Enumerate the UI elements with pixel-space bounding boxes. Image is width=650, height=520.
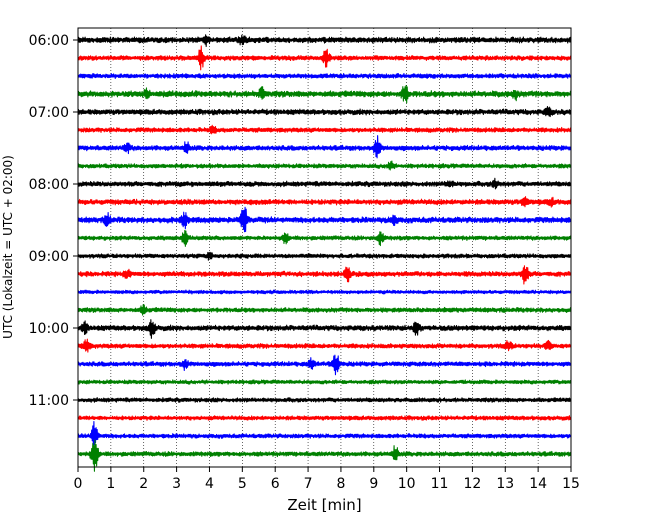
trace-07:30 — [77, 135, 572, 159]
y-tick-label: 08:00 — [29, 177, 69, 193]
x-tick-label: 7 — [304, 476, 313, 492]
x-tick-label: 2 — [139, 476, 148, 492]
trace-08:45 — [77, 229, 572, 247]
trace-11:30 — [77, 420, 572, 449]
x-tick-label: 13 — [496, 476, 514, 492]
trace-09:30 — [77, 289, 572, 295]
trace-06:15 — [77, 45, 572, 71]
trace-08:00 — [77, 177, 572, 190]
trace-06:45 — [77, 85, 572, 104]
x-tick-label: 10 — [398, 476, 416, 492]
trace-08:15 — [77, 196, 572, 208]
x-tick-label: 1 — [106, 476, 115, 492]
x-tick-label: 12 — [463, 476, 481, 492]
x-tick-label: 0 — [74, 476, 83, 492]
trace-09:15 — [77, 265, 572, 285]
trace-06:00 — [77, 34, 572, 47]
y-tick-label: 06:00 — [29, 33, 69, 49]
trace-10:00 — [77, 319, 572, 339]
x-tick-label: 14 — [529, 476, 547, 492]
x-tick-label: 5 — [238, 476, 247, 492]
plot-frame — [77, 27, 572, 468]
x-tick-label: 6 — [271, 476, 280, 492]
trace-06:30 — [77, 72, 572, 80]
x-tick-label: 3 — [172, 476, 181, 492]
y-tick-label: 09:00 — [29, 249, 69, 265]
trace-10:15 — [77, 338, 572, 353]
y-tick-label: 11:00 — [29, 393, 69, 409]
trace-07:00 — [77, 106, 572, 118]
trace-07:15 — [77, 124, 572, 135]
y-axis-ticks: 06:00 07:00 08:00 09:00 10:00 11:00 — [29, 33, 78, 409]
trace-11:45 — [77, 439, 572, 472]
x-tick-label: 9 — [369, 476, 378, 492]
y-axis-label: UTC (Lokalzeit = UTC + 02:00) — [1, 155, 15, 339]
trace-10:30 — [77, 354, 572, 376]
trace-09:00 — [77, 251, 572, 261]
x-tick-label: 15 — [562, 476, 580, 492]
seismogram-traces — [77, 34, 572, 472]
x-tick-label: 8 — [336, 476, 345, 492]
x-axis-ticks: 0 1 2 3 4 5 6 7 8 9 10 11 12 13 14 15 — [74, 467, 580, 492]
trace-07:45 — [77, 160, 572, 171]
x-tick-label: 4 — [205, 476, 214, 492]
trace-11:15 — [77, 415, 572, 421]
trace-09:45 — [77, 304, 572, 316]
trace-10:45 — [77, 379, 572, 385]
x-axis-label: Zeit [min] — [287, 496, 361, 514]
trace-11:00 — [77, 397, 572, 403]
x-tick-label: 11 — [431, 476, 449, 492]
trace-08:30 — [77, 206, 572, 233]
y-tick-label: 10:00 — [29, 321, 69, 337]
y-tick-label: 07:00 — [29, 105, 69, 121]
